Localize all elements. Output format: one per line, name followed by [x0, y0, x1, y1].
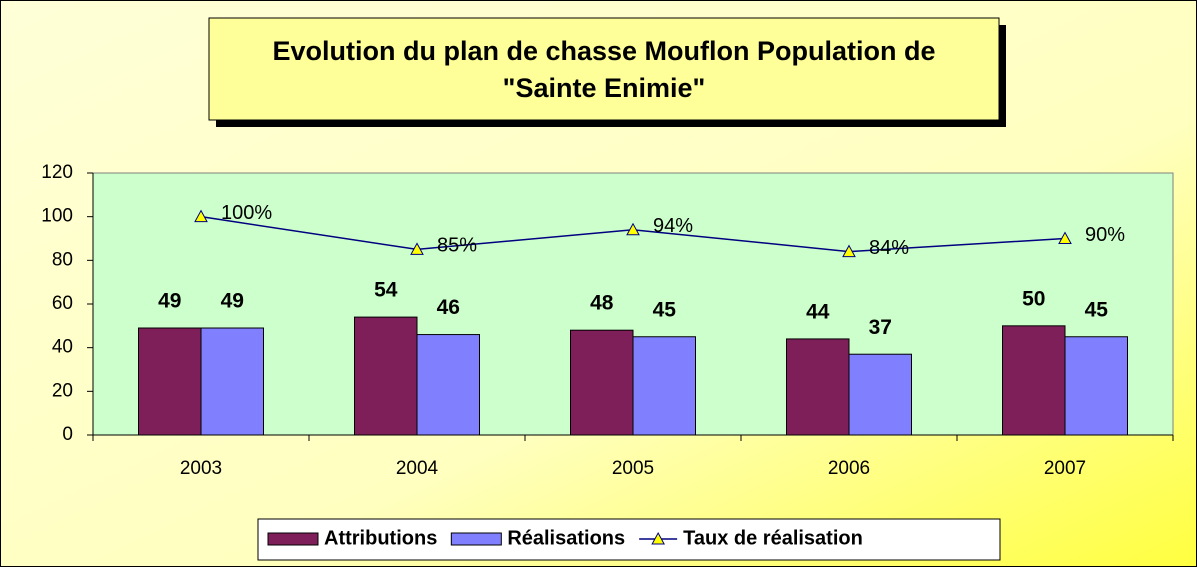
line-marker	[842, 244, 856, 258]
legend-label: Réalisations	[507, 527, 625, 549]
y-tick-label: 40	[52, 337, 73, 358]
line-label: 94%	[653, 215, 693, 237]
legend-label: Attributions	[324, 527, 437, 549]
bar	[632, 336, 696, 436]
bar-label: 46	[437, 296, 460, 319]
bar-label: 54	[374, 279, 398, 302]
x-tick-label: 2006	[828, 458, 870, 479]
chart-title: "Sainte Enimie"	[503, 73, 706, 103]
line-label: 85%	[437, 235, 477, 257]
bar	[786, 338, 850, 436]
x-tick-label: 2005	[612, 458, 654, 479]
y-tick-label: 20	[52, 380, 73, 401]
y-tick-label: 60	[52, 293, 73, 314]
bar	[200, 327, 264, 436]
legend-swatch	[267, 532, 319, 546]
line-marker	[1058, 231, 1072, 244]
x-tick-label: 2004	[396, 458, 439, 479]
title-box	[208, 17, 1000, 121]
x-tick-label: 2007	[1044, 458, 1086, 479]
line-marker	[410, 242, 424, 255]
bar	[570, 329, 634, 436]
bar	[416, 334, 480, 436]
line-marker	[194, 209, 208, 223]
line-label: 100%	[221, 202, 272, 224]
legend-label: Taux de réalisation	[683, 527, 863, 549]
bar-label: 48	[590, 292, 614, 315]
bar	[1064, 336, 1128, 436]
bar-label: 37	[869, 316, 892, 339]
chart-title: Evolution du plan de chasse Mouflon Popu…	[272, 36, 935, 66]
bar	[138, 327, 202, 436]
line-label: 90%	[1085, 224, 1125, 246]
y-tick-label: 80	[52, 249, 73, 270]
bar-label: 45	[653, 298, 677, 321]
y-tick-label: 100	[41, 206, 73, 227]
bar	[1002, 325, 1066, 436]
legend-swatch	[450, 532, 502, 546]
legend-box	[257, 518, 1001, 561]
y-tick-label: 0	[62, 424, 73, 445]
bar-label: 49	[158, 290, 181, 313]
line-marker	[626, 222, 640, 236]
bar-label: 49	[221, 290, 244, 313]
line-label: 84%	[869, 237, 909, 259]
bar-label: 50	[1022, 287, 1045, 310]
x-tick-label: 2003	[180, 458, 222, 479]
bar	[354, 316, 418, 436]
y-tick-label: 120	[41, 162, 73, 183]
legend-swatch	[651, 531, 665, 545]
bar-label: 44	[806, 300, 830, 323]
bar	[848, 353, 912, 436]
bar-label: 45	[1085, 298, 1109, 321]
